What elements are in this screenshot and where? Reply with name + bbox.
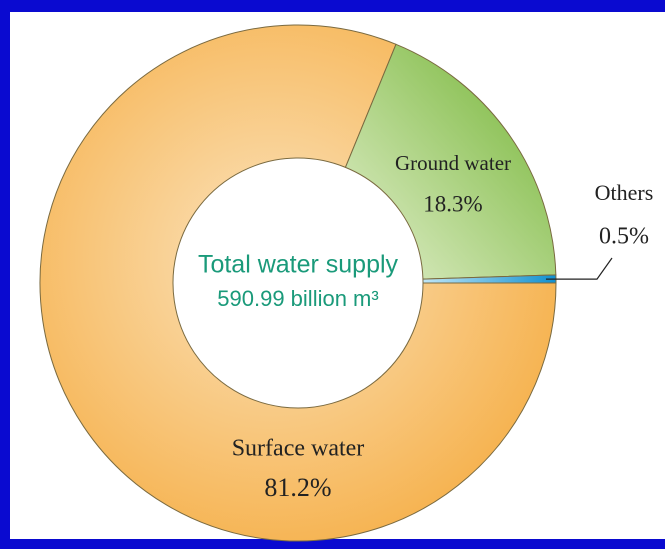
slice-label: Others [595, 180, 654, 205]
center-label: 590.99 billion m³ [217, 286, 378, 311]
center-label: Total water supply [198, 251, 399, 279]
donut-slice [344, 43, 557, 280]
donut-slice [39, 24, 557, 542]
value-label: 18.3% [423, 191, 482, 216]
slice-label: Surface water [232, 436, 365, 462]
value-label: 81.2% [264, 473, 331, 502]
leader-line [545, 257, 613, 280]
value-label: 0.5% [599, 224, 649, 250]
donut-slice [422, 274, 557, 284]
slice-label: Ground water [395, 151, 511, 175]
